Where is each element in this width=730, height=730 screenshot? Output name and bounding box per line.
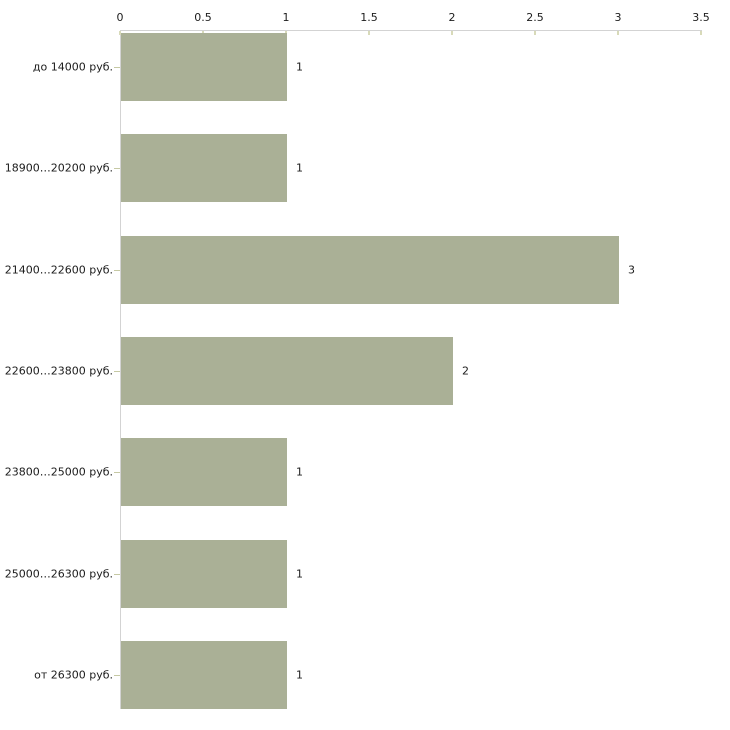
category-label: 23800…25000 руб.	[4, 465, 113, 479]
x-tick-mark	[451, 31, 453, 35]
value-label: 1	[296, 465, 303, 479]
x-tick-mark	[534, 31, 536, 35]
bar	[121, 540, 287, 608]
x-tick-mark	[119, 31, 121, 35]
category-tick-mark	[114, 472, 120, 473]
category-label: до 14000 руб.	[32, 60, 113, 74]
category-tick-mark	[114, 168, 120, 169]
bar-row: 18900…20200 руб. 1	[0, 134, 730, 202]
value-label: 1	[296, 60, 303, 74]
bar	[121, 438, 287, 506]
bar	[121, 134, 287, 202]
value-label: 1	[296, 567, 303, 581]
category-label: от 26300 руб.	[34, 668, 113, 682]
value-label: 3	[628, 263, 635, 277]
bar	[121, 33, 287, 101]
value-label: 2	[462, 364, 469, 378]
bar	[121, 641, 287, 709]
x-tick-label: 1.5	[360, 11, 378, 24]
bar	[121, 337, 453, 405]
category-tick-mark	[114, 270, 120, 271]
x-tick-label: 3.5	[692, 11, 710, 24]
x-tick-label: 3	[614, 11, 622, 24]
x-tick-mark	[617, 31, 619, 35]
bar	[121, 236, 619, 304]
value-label: 1	[296, 668, 303, 682]
category-label: 22600…23800 руб.	[4, 364, 113, 378]
x-tick-mark	[368, 31, 370, 35]
y-axis-line	[120, 30, 121, 709]
category-tick-mark	[114, 371, 120, 372]
category-tick-mark	[114, 67, 120, 68]
bar-row: от 26300 руб. 1	[0, 641, 730, 709]
value-label: 1	[296, 161, 303, 175]
x-tick-label: 0.5	[194, 11, 212, 24]
bar-row: 21400…22600 руб. 3	[0, 236, 730, 304]
x-axis-line	[120, 30, 702, 31]
x-tick-label: 2	[448, 11, 456, 24]
category-label: 21400…22600 руб.	[4, 263, 113, 277]
bar-row: 23800…25000 руб. 1	[0, 438, 730, 506]
category-tick-mark	[114, 574, 120, 575]
x-tick-label: 0	[116, 11, 124, 24]
x-tick-label: 2.5	[526, 11, 544, 24]
x-tick-mark	[700, 31, 702, 35]
category-label: 18900…20200 руб.	[4, 161, 113, 175]
bar-row: 22600…23800 руб. 2	[0, 337, 730, 405]
x-tick-label: 1	[282, 11, 290, 24]
bar-row: до 14000 руб. 1	[0, 33, 730, 101]
bar-row: 25000…26300 руб. 1	[0, 540, 730, 608]
category-tick-mark	[114, 675, 120, 676]
category-label: 25000…26300 руб.	[4, 567, 113, 581]
